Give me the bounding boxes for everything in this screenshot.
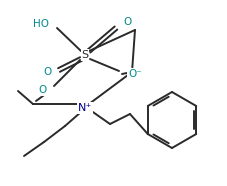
Text: O: O (39, 85, 47, 95)
Text: O⁻: O⁻ (128, 69, 142, 79)
Text: S: S (81, 50, 89, 60)
Text: N⁺: N⁺ (78, 103, 92, 113)
Text: O: O (44, 67, 52, 77)
Text: O: O (123, 17, 131, 27)
Text: HO: HO (33, 19, 49, 29)
